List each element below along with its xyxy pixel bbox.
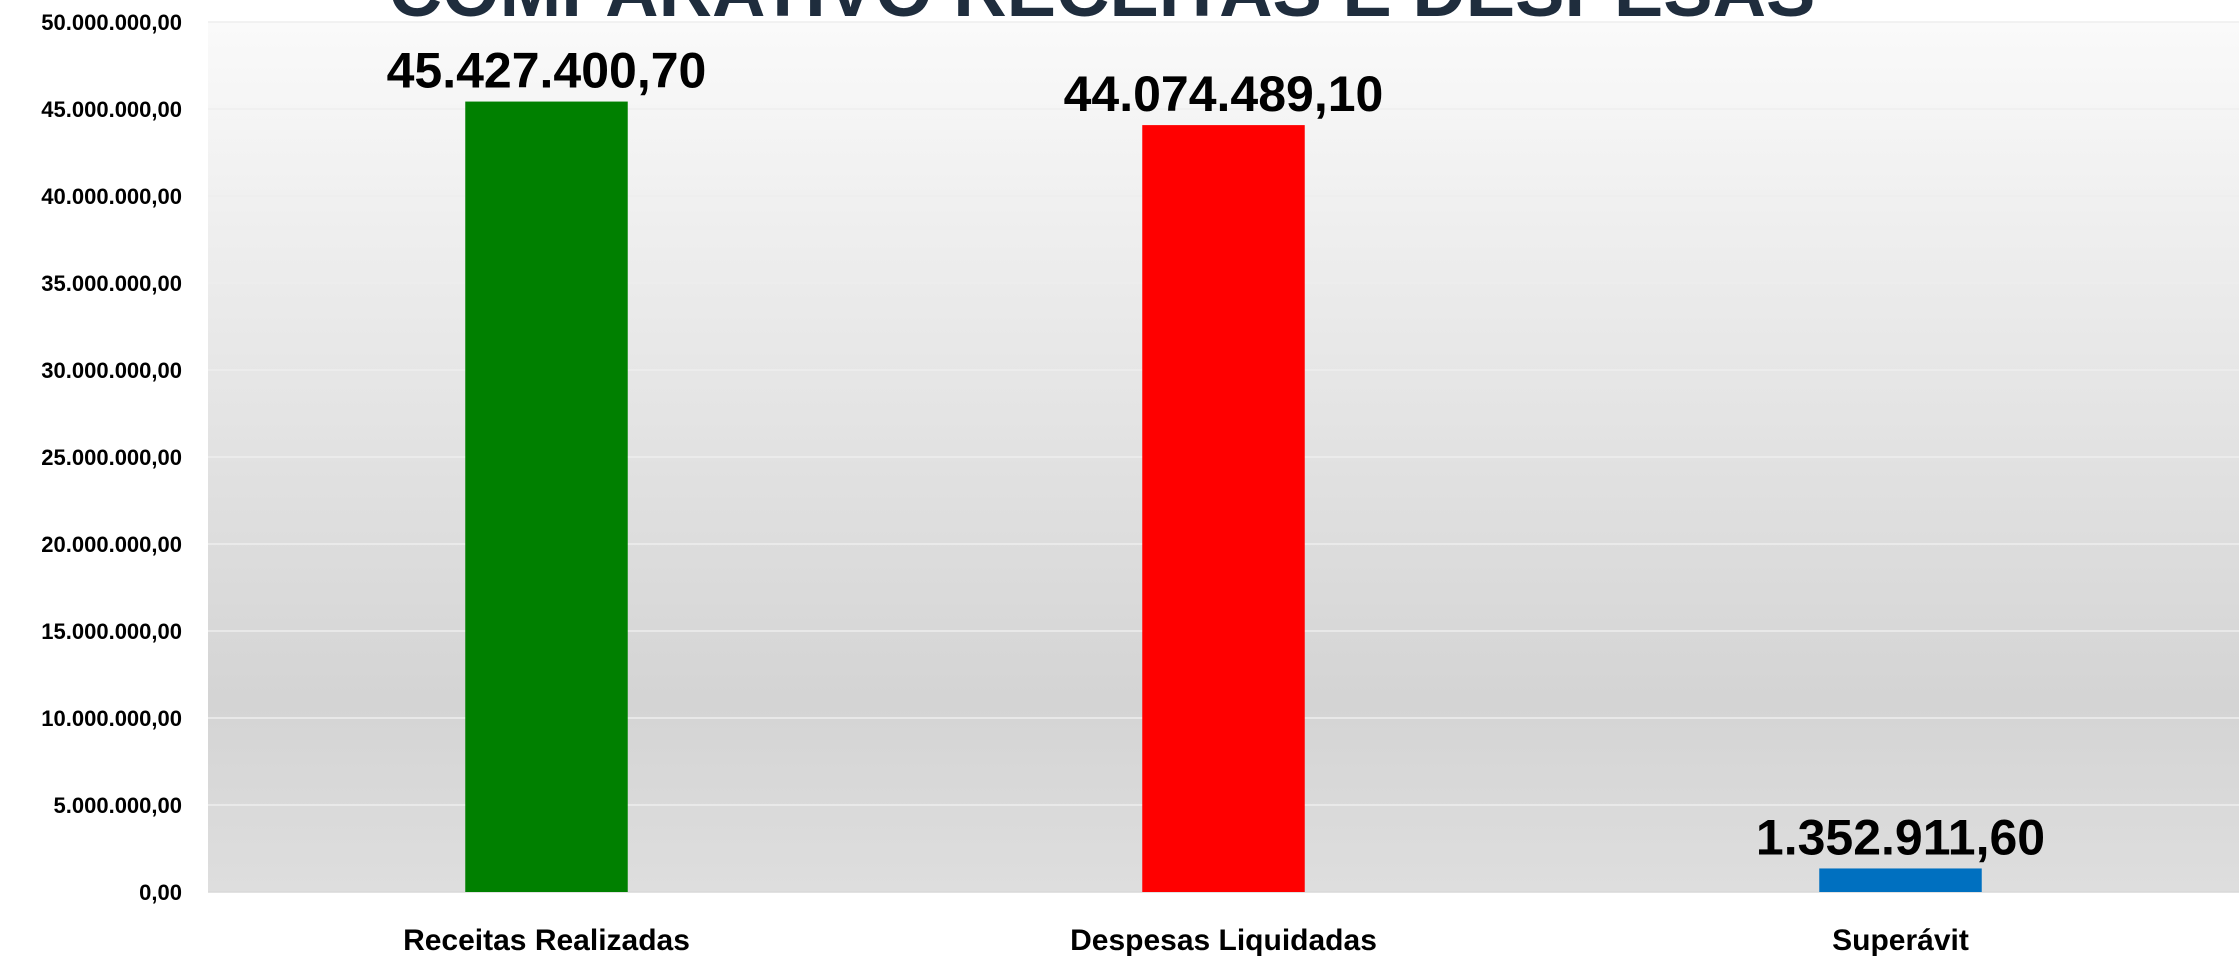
y-tick-label: 45.000.000,00	[41, 97, 182, 122]
y-tick-label: 0,00	[139, 880, 182, 905]
data-label: 1.352.911,60	[1756, 809, 2045, 865]
x-axis: Receitas Realizadas Despesas Liquidadas Su…	[403, 924, 1969, 957]
x-tick-label: Despesas Liquidadas	[1070, 924, 1377, 957]
y-tick-label: 35.000.000,00	[41, 271, 182, 296]
y-tick-label: 40.000.000,00	[41, 184, 182, 209]
y-tick-label: 20.000.000,00	[41, 532, 182, 557]
data-label: 45.427.400,70	[387, 43, 707, 99]
y-tick-label: 25.000.000,00	[41, 445, 182, 470]
x-tick-label: Receitas Realizadas	[403, 924, 690, 957]
y-tick-label: 15.000.000,00	[41, 619, 182, 644]
bar	[465, 102, 627, 892]
data-label: 44.074.489,10	[1064, 66, 1384, 122]
bar	[1819, 868, 1981, 892]
y-tick-label: 10.000.000,00	[41, 706, 182, 731]
y-tick-label: 30.000.000,00	[41, 358, 182, 383]
y-tick-label: 5.000.000,00	[54, 793, 182, 818]
chart-title: COMPARATIVO RECEITAS E DESPESAS	[389, 0, 1816, 32]
x-tick-label: Superávit	[1832, 924, 1969, 957]
y-axis: 0,00 5.000.000,00 10.000.000,00 15.000.000,…	[41, 10, 182, 905]
y-tick-label: 50.000.000,00	[41, 10, 182, 35]
bar	[1142, 125, 1304, 892]
